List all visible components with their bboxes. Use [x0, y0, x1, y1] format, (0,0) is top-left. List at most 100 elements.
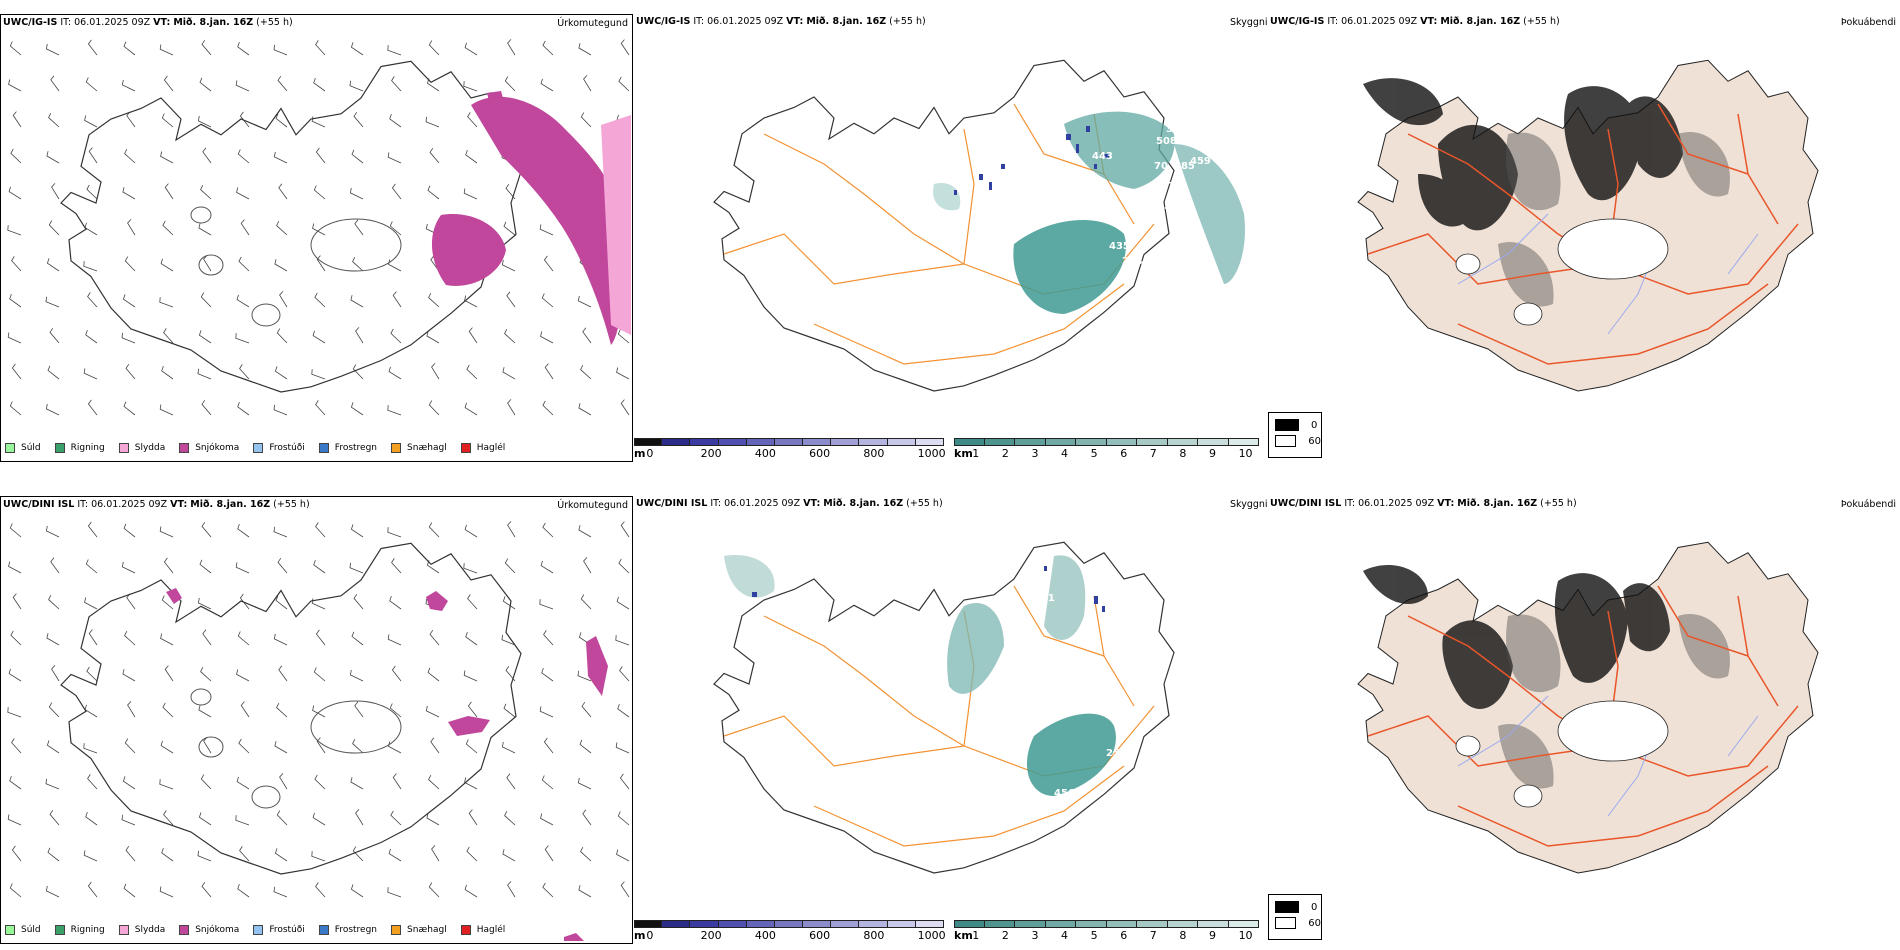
- wind-barb: [163, 557, 174, 574]
- wind-barb: [45, 525, 60, 538]
- colorbar-tick-label: 0: [646, 447, 654, 460]
- wind-barb: [159, 779, 174, 790]
- wind-barb: [428, 400, 440, 416]
- wind-barb: [615, 635, 630, 646]
- wind-barb: [352, 846, 364, 862]
- wind-barb: [240, 219, 250, 236]
- colorbar-tick-label: 200: [700, 929, 722, 942]
- river: [1457, 695, 1549, 767]
- wind-barb: [197, 368, 212, 380]
- wind-barb: [83, 743, 98, 754]
- wind-barb: [273, 633, 288, 646]
- cloud-base-label: 508: [1156, 136, 1177, 147]
- wind-barb: [315, 40, 326, 56]
- wind-barb: [539, 599, 554, 610]
- colorbar-tick-label: 1: [972, 447, 980, 460]
- colorbar-tick-label: 7: [1149, 447, 1157, 460]
- panel-header: UWC/DINI ISL IT: 06.01.2025 09Z VT: Mið.…: [636, 498, 943, 509]
- colorbar-cell: [954, 438, 985, 446]
- wind-barb: [311, 369, 326, 380]
- glacier-outline: [310, 700, 402, 754]
- wind-barb: [350, 777, 364, 790]
- fog-legend: 0 60: [1268, 894, 1322, 940]
- wind-barb: [503, 221, 516, 236]
- wind-barb: [504, 329, 516, 344]
- colorbar-cell: [662, 438, 691, 446]
- wind-barb: [582, 327, 592, 344]
- colorbar-cell: [662, 920, 691, 928]
- wind-barb: [351, 149, 364, 164]
- wind-barb: [618, 558, 630, 574]
- wind-barb: [235, 333, 250, 344]
- fog-map: [1357, 59, 1819, 392]
- wind-barb: [503, 703, 516, 718]
- wind-barb: [391, 76, 402, 92]
- wind-barb: [387, 634, 402, 646]
- cloud-base-label: 435: [1109, 241, 1130, 252]
- wind-barb: [51, 183, 60, 200]
- wind-barb: [9, 775, 22, 790]
- iceland-coastline: [713, 541, 1175, 874]
- colorbar-tick-label: 2: [1001, 929, 1009, 942]
- wind-barb: [350, 884, 364, 898]
- wind-barb: [540, 813, 554, 826]
- cloud-base-label: 459: [1190, 156, 1211, 167]
- cloud-base-label: 254: [1106, 748, 1127, 759]
- wind-barb: [620, 521, 630, 538]
- wind-barb: [463, 563, 478, 574]
- wind-barb: [87, 292, 98, 308]
- glacier-outline: [251, 303, 281, 327]
- wind-barb: [126, 593, 136, 610]
- wind-barb: [507, 521, 516, 538]
- wind-barb: [620, 39, 630, 56]
- wind-barb: [313, 77, 326, 92]
- wind-barb: [164, 183, 174, 200]
- wind-barb: [540, 78, 554, 92]
- colorbar-cell: [1015, 920, 1046, 928]
- snow-area: [487, 91, 505, 109]
- wind-barb: [46, 633, 60, 646]
- wind-barb: [201, 521, 212, 538]
- precip-type-panel-top: UWC/IG-IS IT: 06.01.2025 09Z VT: Mið. 8.…: [0, 14, 633, 462]
- colorbar-cell: [954, 920, 985, 928]
- wind-barb: [124, 149, 136, 164]
- colorbar-cell: [915, 920, 944, 928]
- wind-barb: [577, 295, 592, 308]
- wind-barb: [164, 665, 174, 682]
- colorbar-cell: [1137, 920, 1168, 928]
- wind-barb: [48, 113, 60, 128]
- wind-barb: [352, 257, 364, 272]
- wind-barb: [86, 666, 98, 682]
- colorbar-cell: [774, 920, 804, 928]
- wind-barb: [391, 665, 402, 682]
- wind-barb: [431, 845, 440, 862]
- wind-barb: [350, 42, 364, 56]
- visibility-panel-top: UWC/IG-IS IT: 06.01.2025 09Z VT: Mið. 8.…: [634, 14, 1322, 462]
- wind-barb: [316, 255, 326, 272]
- wind-barb: [126, 111, 136, 128]
- wind-barb: [9, 523, 22, 538]
- wind-barb: [544, 845, 554, 862]
- wind-barb: [620, 399, 630, 416]
- wind-barb: [312, 330, 326, 344]
- wind-barb: [350, 295, 364, 308]
- wind-barb: [502, 596, 516, 610]
- wind-barb: [315, 400, 326, 416]
- wind-barb: [11, 738, 22, 754]
- wind-barb: [127, 701, 136, 718]
- precip-legend: Súld Rigning Slydda Snjókoma Frostúði Fr…: [5, 443, 519, 453]
- colorbar-cell: [831, 438, 860, 446]
- fog-grey-areas: [1498, 614, 1730, 789]
- wind-barb: [47, 847, 60, 862]
- wind-barb: [122, 669, 136, 682]
- wind-barb: [507, 39, 516, 56]
- wind-barb: [121, 814, 136, 826]
- wind-barb: [353, 111, 364, 128]
- wind-barb: [616, 596, 630, 610]
- visibility-colorbar: km 1 2 3 4 5 6 7 8 9 10: [954, 920, 1259, 942]
- wind-barb: [197, 115, 212, 128]
- wind-barb: [507, 881, 516, 898]
- wind-barb: [388, 259, 402, 272]
